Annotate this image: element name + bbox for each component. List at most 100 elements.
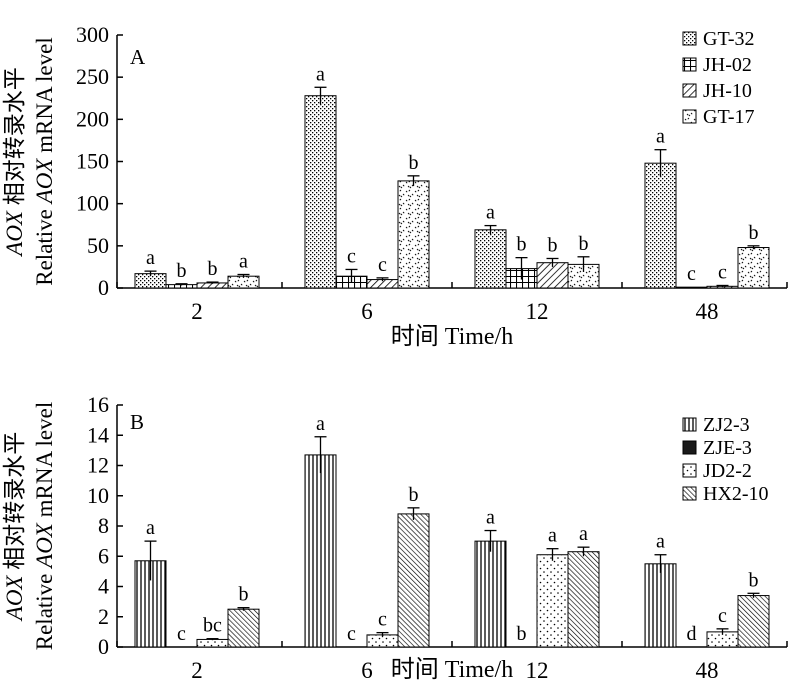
bar-jd2-2-12 <box>536 554 569 648</box>
x-tick-label: 48 <box>696 658 719 683</box>
significance-letter: b <box>548 234 558 256</box>
bar-zj2-3-48 <box>644 563 677 648</box>
y-tick-label: 200 <box>76 106 109 131</box>
legend-swatch <box>682 109 697 124</box>
significance-letter: c <box>177 623 186 645</box>
significance-letter: a <box>656 531 665 553</box>
y-tick-label: 4 <box>98 574 109 599</box>
y-tick-label: 6 <box>98 543 109 568</box>
significance-letter: c <box>718 605 727 627</box>
legend-swatch <box>682 440 697 455</box>
significance-letter: a <box>548 525 557 547</box>
significance-letter: c <box>347 245 356 267</box>
bar-hx2-10-6 <box>397 513 430 648</box>
significance-letter: a <box>486 507 495 529</box>
y-tick-label: 8 <box>98 513 109 538</box>
y-axis-title-zh: AOX 相对转录水平 <box>2 67 27 257</box>
bar-gt-17-6 <box>397 180 430 289</box>
significance-letter: b <box>517 623 527 645</box>
x-tick-label: 2 <box>191 299 203 324</box>
significance-letter: c <box>347 623 356 645</box>
legend-label: GT-32 <box>703 28 754 50</box>
significance-letter: b <box>409 484 419 506</box>
panel-label: A <box>130 45 146 69</box>
significance-letter: a <box>146 247 155 269</box>
x-tick-label: 48 <box>696 299 719 324</box>
bar-hx2-10-48 <box>737 595 770 648</box>
significance-letter: a <box>579 523 588 545</box>
significance-letter: b <box>177 260 187 282</box>
significance-letter: c <box>378 254 387 276</box>
significance-letter: a <box>486 202 495 224</box>
bar-jh-02-48 <box>675 286 708 289</box>
significance-letter: bc <box>203 615 222 637</box>
bar-gt-32-12 <box>474 229 507 289</box>
bar-jh-10-12 <box>536 262 569 289</box>
significance-letter: b <box>749 222 759 244</box>
significance-letter: c <box>718 261 727 283</box>
x-tick-label: 12 <box>526 658 549 683</box>
legend-swatch <box>682 83 697 98</box>
bar-jd2-2-2 <box>196 638 229 648</box>
significance-letter: d <box>687 623 697 645</box>
significance-letter: b <box>239 584 249 606</box>
significance-letter: a <box>239 251 248 273</box>
significance-letter: c <box>378 609 387 631</box>
x-tick-label: 6 <box>361 658 373 683</box>
y-tick-label: 2 <box>98 604 109 629</box>
y-tick-label: 50 <box>87 233 109 258</box>
x-tick-label: 12 <box>526 299 549 324</box>
legend-swatch <box>682 463 697 478</box>
legend-swatch <box>682 57 697 72</box>
y-axis-title-en: Relative AOX mRNA level <box>32 37 57 286</box>
significance-letter: b <box>208 258 218 280</box>
legend-swatch <box>682 31 697 46</box>
y-axis-title-en: Relative AOX mRNA level <box>32 402 57 651</box>
bar-gt-17-48 <box>737 247 770 289</box>
y-tick-label: 16 <box>87 392 109 417</box>
bar-zj2-3-6 <box>304 454 337 648</box>
bar-gt-32-48 <box>644 162 677 289</box>
bar-hx2-10-12 <box>567 551 600 648</box>
significance-letter: b <box>517 234 527 256</box>
significance-letter: a <box>316 413 325 435</box>
y-tick-label: 10 <box>87 483 109 508</box>
y-tick-label: 250 <box>76 64 109 89</box>
legend-label: JD2-2 <box>703 460 752 482</box>
legend-swatch <box>682 486 697 501</box>
y-tick-label: 14 <box>87 422 109 447</box>
x-tick-label: 6 <box>361 299 373 324</box>
legend-label: HX2-10 <box>703 483 769 505</box>
y-axis-title-zh: AOX 相对转录水平 <box>2 432 27 622</box>
bar-hx2-10-2 <box>227 608 260 648</box>
significance-letter: a <box>656 126 665 148</box>
y-tick-label: 0 <box>98 275 109 300</box>
legend-label: ZJ2-3 <box>703 414 750 436</box>
y-tick-label: 0 <box>98 634 109 659</box>
x-tick-label: 2 <box>191 658 203 683</box>
legend-swatch <box>682 417 697 432</box>
legend-label: ZJE-3 <box>703 437 752 459</box>
x-axis-title: 时间 Time/h <box>391 323 513 350</box>
y-tick-label: 100 <box>76 191 109 216</box>
bar-gt-17-2 <box>227 275 260 289</box>
bar-zj2-3-12 <box>474 540 507 648</box>
panel-label: B <box>130 410 144 434</box>
significance-letter: b <box>579 233 589 255</box>
significance-letter: b <box>409 152 419 174</box>
significance-letter: b <box>749 569 759 591</box>
significance-letter: a <box>146 517 155 539</box>
significance-letter: a <box>316 63 325 85</box>
legend-label: JH-10 <box>703 80 752 102</box>
legend-label: JH-02 <box>703 54 752 76</box>
legend-label: GT-17 <box>703 106 754 128</box>
bar-gt-32-6 <box>304 95 337 289</box>
x-axis-title: 时间 Time/h <box>391 656 513 683</box>
y-tick-label: 150 <box>76 149 109 174</box>
y-tick-label: 300 <box>76 22 109 47</box>
y-tick-label: 12 <box>87 453 109 478</box>
significance-letter: c <box>687 263 696 285</box>
